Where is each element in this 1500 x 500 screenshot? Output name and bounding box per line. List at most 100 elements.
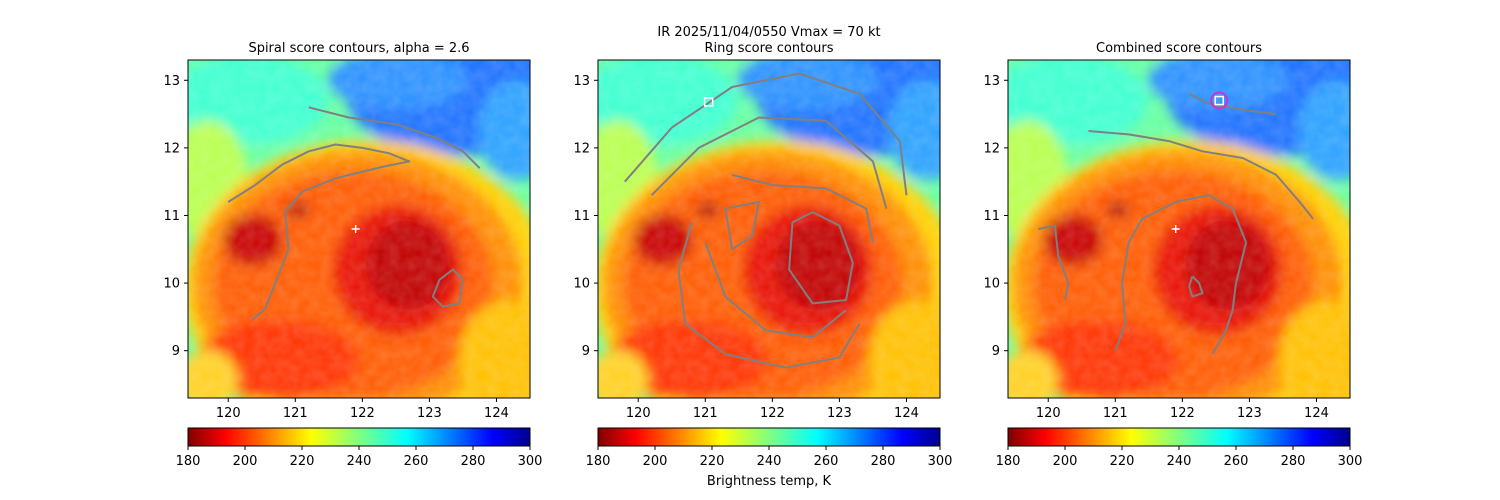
y-tick-label: 11	[983, 209, 1000, 224]
x-tick-label: 124	[484, 406, 509, 421]
colorbar-tick-label: 240	[347, 454, 372, 469]
score-contour	[1088, 130, 1314, 220]
panel-combined: Combined score contours 120 121 122 123 124 …	[983, 41, 1408, 469]
storm-center-marker	[351, 225, 360, 233]
colorbar-tick-label: 180	[996, 454, 1021, 469]
score-contour	[1188, 275, 1204, 298]
x-tick-label: 123	[417, 406, 442, 421]
score-contour	[1038, 224, 1070, 301]
x-axis-ticks: 120 121 122 123 124	[1036, 398, 1329, 421]
ir-image	[988, 45, 1408, 440]
colorbar-tick-label: 260	[814, 454, 839, 469]
y-tick-label: 11	[163, 209, 180, 224]
x-axis-ticks: 120 121 122 123 124	[626, 398, 919, 421]
score-contour	[1114, 194, 1248, 355]
x-tick-label: 122	[1170, 406, 1195, 421]
colorbar-tick-label: 260	[404, 454, 429, 469]
y-axis-ticks: 9 10 11 12 13	[983, 74, 1008, 359]
colorbar-tick-label: 280	[461, 454, 486, 469]
y-tick-label: 13	[163, 74, 180, 89]
score-contour	[1188, 92, 1277, 116]
score-contour	[624, 72, 908, 196]
contour-layer	[1038, 92, 1314, 355]
x-tick-label: 122	[350, 406, 375, 421]
x-tick-label: 121	[283, 406, 308, 421]
y-tick-label: 13	[983, 74, 1000, 89]
ir-image	[168, 45, 588, 440]
colorbar-tick-label: 300	[928, 454, 953, 469]
score-contour	[308, 106, 481, 169]
y-tick-label: 10	[573, 277, 590, 292]
colorbar-tick-label: 200	[1053, 454, 1078, 469]
x-tick-label: 123	[1237, 406, 1262, 421]
y-tick-label: 11	[573, 209, 590, 224]
y-tick-label: 12	[983, 141, 1000, 156]
colorbar-tick-label: 180	[586, 454, 611, 469]
x-tick-label: 120	[216, 406, 241, 421]
colorbar-tick-label: 200	[643, 454, 668, 469]
x-tick-label: 121	[693, 406, 718, 421]
score-contour	[677, 221, 861, 369]
max-score-marker	[703, 97, 714, 107]
score-contour	[731, 173, 874, 243]
colorbar-tick-label: 280	[871, 454, 896, 469]
axes-frame	[187, 59, 531, 399]
colorbar-ticks: 180 200 220 240 260 280 300	[176, 446, 542, 469]
y-tick-label: 10	[983, 277, 1000, 292]
colorbar	[1007, 427, 1351, 447]
colorbar-tick-label: 240	[757, 454, 782, 469]
y-tick-label: 10	[163, 277, 180, 292]
y-axis-ticks: 9 10 11 12 13	[573, 74, 598, 359]
marker-layer	[351, 225, 360, 233]
y-tick-label: 12	[573, 141, 590, 156]
colorbar	[597, 427, 941, 447]
score-contour	[431, 268, 464, 308]
y-axis-ticks: 9 10 11 12 13	[163, 74, 188, 359]
colorbar-tick-label: 200	[233, 454, 258, 469]
colorbar-ticks: 180 200 220 240 260 280 300	[586, 446, 953, 469]
x-tick-label: 122	[760, 406, 785, 421]
colorbar-tick-label: 240	[1167, 454, 1192, 469]
colorbar-tick-label: 220	[290, 454, 315, 469]
x-tick-label: 124	[1304, 406, 1329, 421]
panel-title: Combined score contours	[1096, 41, 1262, 56]
x-tick-label: 124	[894, 406, 919, 421]
colorbar	[187, 427, 531, 447]
storm-center-marker	[1171, 225, 1180, 233]
colorbar-tick-label: 300	[1338, 454, 1363, 469]
contour-layer	[624, 72, 908, 369]
x-tick-label: 121	[1103, 406, 1128, 421]
colorbar-tick-label: 260	[1224, 454, 1249, 469]
y-tick-label: 13	[573, 74, 590, 89]
colorbar-tick-label: 180	[176, 454, 201, 469]
colorbar-tick-label: 220	[1110, 454, 1135, 469]
colorbar-tick-label: 220	[700, 454, 725, 469]
combined-max-circle	[1210, 91, 1229, 110]
axes-frame	[597, 59, 941, 399]
axes-frame	[1007, 59, 1351, 399]
max-score-marker	[1214, 95, 1224, 106]
contour-layer	[227, 106, 481, 322]
score-contour	[788, 211, 854, 305]
y-tick-label: 9	[992, 344, 1000, 359]
panel-spiral: Spiral score contours, alpha = 2.6 120 12…	[163, 41, 588, 469]
score-contour	[724, 201, 760, 251]
figure-suptitle: IR 2025/11/04/0550 Vmax = 70 kt	[657, 25, 880, 40]
marker-layer	[1171, 91, 1229, 233]
y-tick-label: 9	[172, 344, 180, 359]
panel-title: Ring score contours	[704, 41, 833, 56]
y-tick-label: 9	[582, 344, 590, 359]
x-tick-label: 120	[626, 406, 651, 421]
panel-ring: Ring score contours 120 121 122 123 124 9 10 1…	[573, 41, 998, 489]
x-tick-label: 123	[827, 406, 852, 421]
y-tick-label: 12	[163, 141, 180, 156]
colorbar-ticks: 180 200 220 240 260 280 300	[996, 446, 1363, 469]
marker-layer	[703, 97, 714, 107]
panel-title: Spiral score contours, alpha = 2.6	[248, 41, 469, 56]
score-contour	[650, 116, 888, 209]
ir-image	[578, 45, 998, 440]
score-contour	[227, 143, 411, 322]
colorbar-tick-label: 280	[1281, 454, 1306, 469]
x-axis-ticks: 120 121 122 123 124	[216, 398, 509, 421]
